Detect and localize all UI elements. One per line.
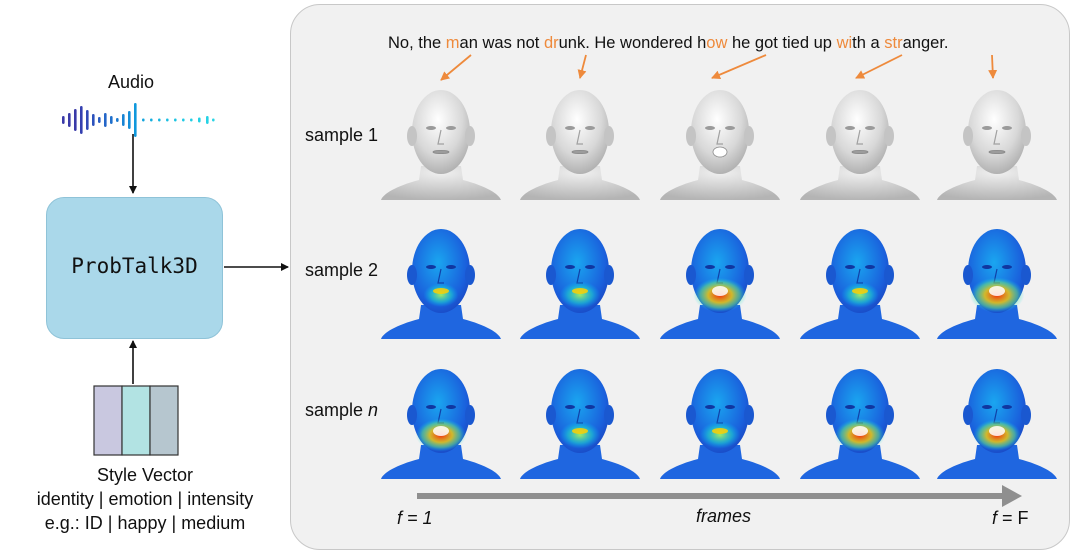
face-render bbox=[660, 90, 780, 200]
sentence-text: No, the man was not drunk. He wondered h… bbox=[388, 34, 948, 53]
frame-end-eq: = F bbox=[997, 508, 1029, 528]
sentence-segment: No, the bbox=[388, 34, 446, 52]
face-render bbox=[800, 90, 920, 200]
sentence-segment: an was not bbox=[459, 34, 544, 52]
sample-n-label: sample n bbox=[305, 400, 378, 421]
frame-end-label: f = F bbox=[992, 508, 1029, 529]
sentence-highlight: wi bbox=[836, 34, 853, 52]
face-render bbox=[800, 229, 920, 339]
face-render bbox=[520, 369, 640, 479]
style-vector-title: Style Vector bbox=[96, 465, 194, 485]
sentence-segment: unk. He wondered h bbox=[558, 34, 707, 52]
frame-start-eq: = 1 bbox=[402, 508, 433, 528]
frame-end-var: f bbox=[992, 508, 998, 528]
sentence-segment: he got tied up bbox=[727, 34, 837, 52]
model-box bbox=[46, 197, 223, 339]
face-render bbox=[520, 229, 640, 339]
face-render bbox=[800, 369, 920, 479]
face-render bbox=[381, 369, 501, 479]
frame-axis-arrowhead bbox=[1002, 485, 1022, 507]
face-grid bbox=[381, 90, 1057, 479]
face-render bbox=[381, 229, 501, 339]
frame-start-label: f = 1 bbox=[397, 508, 433, 529]
audio-label: Audio bbox=[108, 72, 155, 92]
sample-n-variable: n bbox=[368, 400, 379, 420]
audio-waveform-icon bbox=[62, 103, 215, 137]
sample-1-label: sample 1 bbox=[305, 125, 379, 145]
sample-n-prefix: sample bbox=[305, 400, 369, 420]
sentence-highlight: m bbox=[445, 34, 460, 52]
face-render bbox=[660, 369, 780, 479]
style-vector-icon bbox=[93, 385, 179, 456]
sentence-highlight: str bbox=[884, 34, 903, 52]
sample-2-label: sample 2 bbox=[305, 260, 379, 280]
face-render bbox=[660, 229, 780, 339]
frames-label: frames bbox=[696, 506, 752, 526]
style-vector-fields: identity | emotion | intensity bbox=[36, 489, 254, 509]
sentence-segment: th a bbox=[852, 34, 885, 52]
style-vector-example: e.g.: ID | happy | medium bbox=[44, 513, 246, 533]
face-render bbox=[937, 369, 1057, 479]
model-name: ProbTalk3D bbox=[71, 254, 198, 278]
face-render bbox=[937, 229, 1057, 339]
sentence-highlight: dr bbox=[543, 34, 559, 52]
sentence-highlight: ow bbox=[706, 34, 728, 52]
face-render bbox=[937, 90, 1057, 200]
face-render bbox=[520, 90, 640, 200]
frame-start-var: f bbox=[397, 508, 403, 528]
face-render bbox=[381, 90, 501, 200]
phoneme-arrows bbox=[440, 54, 998, 81]
sentence-segment: anger. bbox=[902, 34, 949, 52]
